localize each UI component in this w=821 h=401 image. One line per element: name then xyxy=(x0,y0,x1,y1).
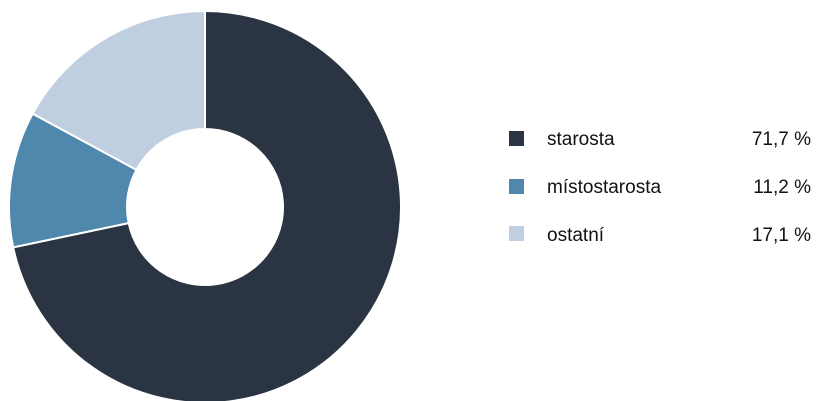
legend-swatch-starosta xyxy=(509,131,524,146)
legend-item-ostatni: ostatní 17,1 % xyxy=(509,225,811,246)
donut-slice-2 xyxy=(31,9,206,172)
legend-value-ostatni: 17,1 % xyxy=(752,225,811,246)
legend-item-mistostarosta: místostarosta 11,2 % xyxy=(509,177,811,198)
legend-label-ostatni: ostatní xyxy=(547,225,605,246)
legend-label-mistostarosta: místostarosta xyxy=(547,177,661,198)
legend-value-starosta: 71,7 % xyxy=(752,129,811,150)
legend-label-starosta: starosta xyxy=(547,129,615,150)
legend-swatch-mistostarosta xyxy=(509,179,524,194)
legend-value-mistostarosta: 11,2 % xyxy=(753,177,811,198)
donut-slices xyxy=(8,9,402,401)
donut-slice-0 xyxy=(12,9,402,401)
legend-item-starosta: starosta 71,7 % xyxy=(509,129,811,150)
legend: starosta 71,7 % místostarosta 11,2 % ost… xyxy=(509,129,811,246)
legend-swatch-ostatni xyxy=(509,226,524,241)
